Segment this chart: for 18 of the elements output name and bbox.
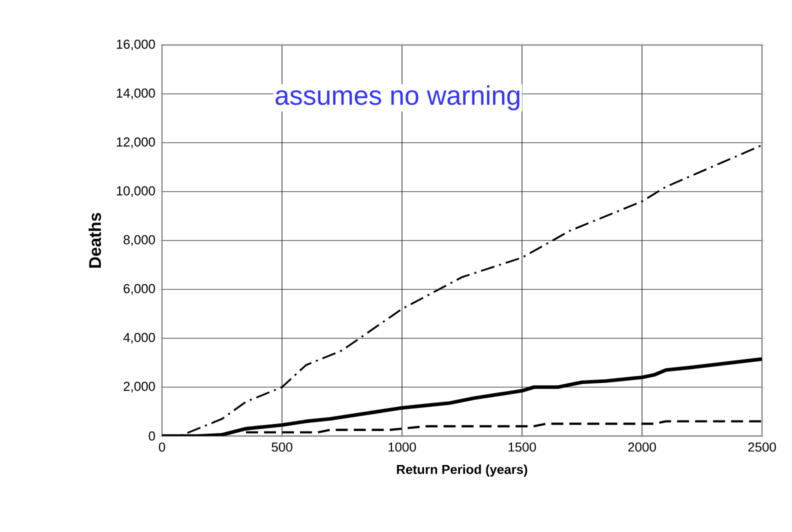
x-tick-label: 0 [158,442,166,452]
y-tick-label: 6,000 [124,284,155,295]
x-tick-label: 2000 [628,442,656,452]
annotation: assumes no warning [276,85,520,110]
x-axis-title: Return Period (years) [397,464,528,477]
y-tick-label: 10,000 [116,186,155,197]
y-tick-label: 12,000 [116,137,155,148]
y-axis-title: Deaths [88,212,102,268]
y-tick-label: 8,000 [124,235,155,246]
y-tick-label: 0 [148,431,155,441]
x-tick-label: 500 [272,442,292,452]
y-tick-label: 14,000 [116,88,155,100]
y-tick-label: 4,000 [123,332,155,344]
x-tick-label: 2500 [748,442,776,452]
y-tick-label: 16,000 [116,40,155,50]
x-tick-label: 1000 [388,442,416,452]
y-tick-label: 2,000 [124,382,155,392]
x-tick-label: 1500 [508,442,536,452]
